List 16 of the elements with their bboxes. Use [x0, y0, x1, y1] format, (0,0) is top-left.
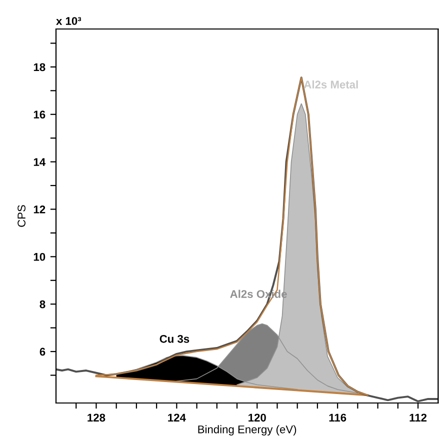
x-tick-label: 128 — [88, 414, 106, 422]
y-tick-label: 16 — [34, 110, 46, 119]
text: x 10³ — [56, 17, 82, 25]
x-axis-title: Binding Energy (eV) — [198, 425, 296, 436]
y-tick-label: 18 — [34, 63, 46, 72]
y-tick-label: 12 — [34, 206, 46, 214]
annotation: Cu 3s — [160, 334, 190, 343]
y-axis-title: CPS — [18, 205, 26, 227]
x-tick-label: 124 — [168, 414, 186, 422]
y-tick-label: 10 — [34, 252, 46, 261]
x-tick-label: 120 — [248, 414, 266, 422]
y-tick-label: 8 — [40, 300, 46, 308]
x-tick-label: 112 — [410, 414, 427, 422]
y-tick-label: 14 — [34, 158, 46, 166]
y-tick-label: 6 — [40, 348, 46, 356]
x-tick-label: 116 — [329, 414, 346, 422]
